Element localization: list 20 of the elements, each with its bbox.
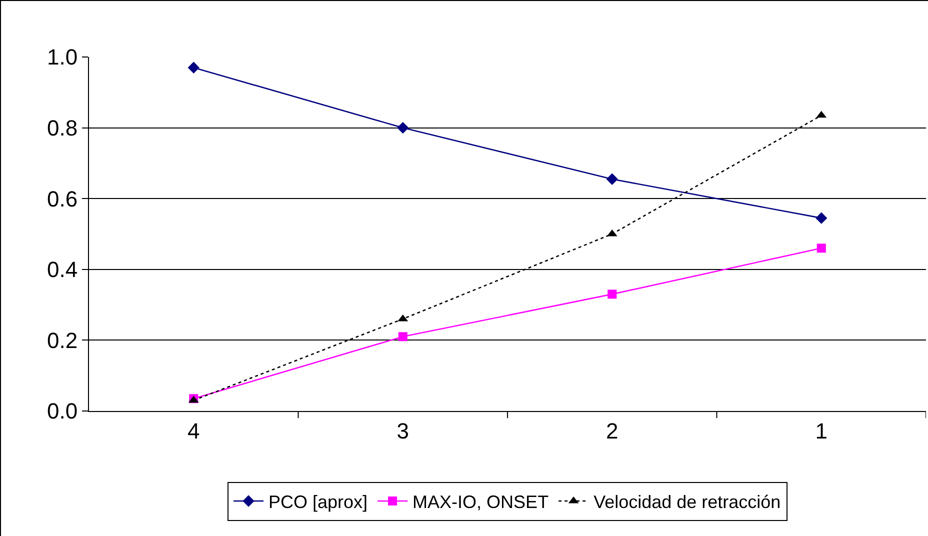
x-tick-label: 1 — [815, 418, 828, 444]
x-tick-label: 4 — [188, 418, 200, 444]
x-tick-label: 2 — [606, 418, 618, 444]
y-tick-label: 1.0 — [47, 44, 78, 70]
y-tick-label: 0.2 — [47, 328, 78, 353]
legend-label: PCO [aprox] — [268, 492, 368, 512]
y-tick-label: 0.4 — [47, 257, 78, 282]
point — [816, 212, 828, 224]
point — [816, 244, 826, 253]
x-tick-label: 3 — [396, 418, 410, 444]
point — [606, 173, 618, 185]
y-tick-label: 0.8 — [47, 116, 78, 140]
point — [188, 62, 200, 74]
y-tick-label: 0.6 — [47, 186, 78, 212]
point — [608, 290, 617, 299]
point — [397, 122, 409, 134]
y-tick-label: 0.0 — [47, 398, 78, 424]
legend-label: MAX-IO, ONSET — [412, 492, 549, 512]
point — [398, 332, 408, 342]
legend-label: Velocidad de retracción — [594, 492, 781, 512]
